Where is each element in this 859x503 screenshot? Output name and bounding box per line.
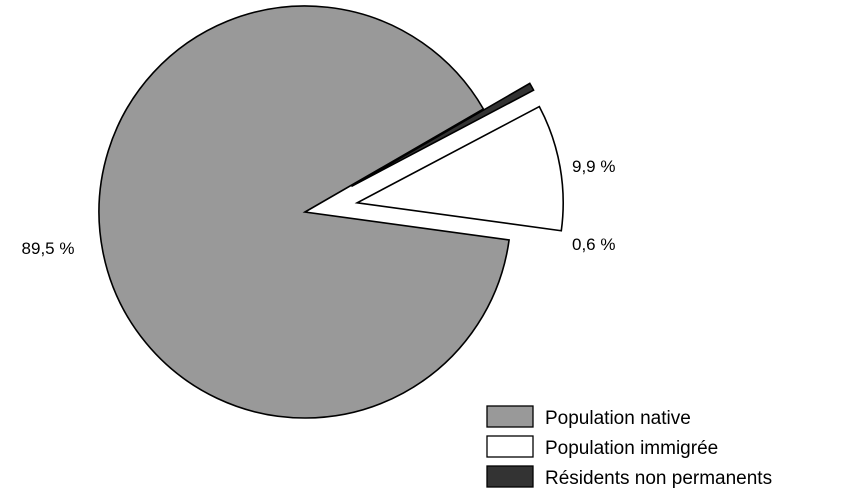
legend-label-population-native: Population native [545, 408, 691, 429]
pie-slice-population-native [98, 5, 510, 419]
pie-slice-population-immigree [354, 105, 564, 232]
pie-slices [98, 5, 564, 419]
legend-label-residents-non-permanents: Résidents non permanents [545, 468, 772, 489]
data-label-population-immigree: 9,9 % [572, 157, 615, 176]
pie-data-labels: 89,5 % 9,9 % 0,6 % [22, 157, 616, 258]
legend-swatch-population-immigree [486, 435, 534, 458]
data-label-residents-non-permanents: 0,6 % [572, 235, 615, 254]
data-label-population-native: 89,5 % [22, 239, 75, 258]
legend-label-population-immigree: Population immigrée [545, 438, 718, 459]
legend-swatch-population-native [486, 405, 534, 428]
pie-slice-residents-non-permanents [350, 82, 535, 188]
chart-legend: Population native Population immigrée Rési… [486, 405, 772, 489]
legend-swatch-residents-non-permanents [486, 465, 534, 488]
